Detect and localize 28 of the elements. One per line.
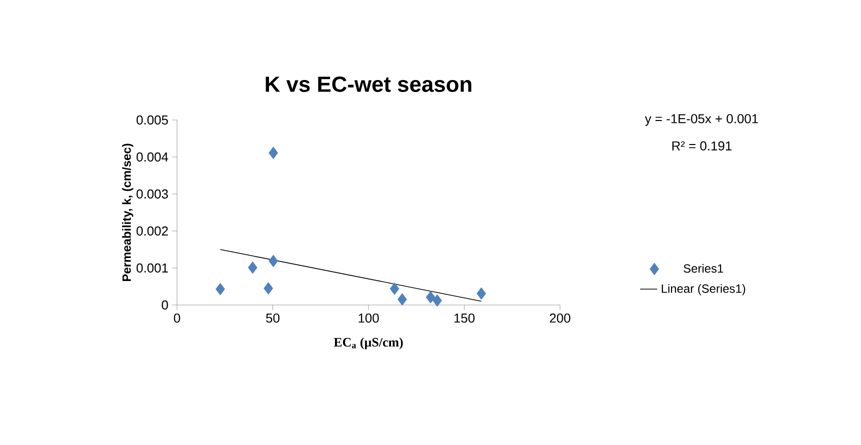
text: y = -1E-05x + 0.001 (644, 114, 758, 126)
x-tick-label: 100 (358, 314, 379, 323)
legend-label: Linear (Series1) (662, 284, 746, 296)
point (476, 287, 486, 300)
x-tick-label: 50 (266, 314, 280, 323)
point (248, 261, 258, 274)
point (398, 293, 407, 306)
y-tick-label: 0.001 (136, 263, 168, 273)
point (268, 146, 278, 160)
x-axis-title: EC$_{a}$ (µS/cm) (334, 338, 403, 350)
chart-title: K vs EC-wet season (266, 76, 472, 92)
x-tick-label: 200 (550, 314, 570, 323)
x-tick-label: 0 (174, 314, 180, 323)
y-tick-label: 0.004 (136, 152, 168, 162)
y-axis-title: Permeability, k, (cm/sec) (122, 144, 134, 282)
y-tick-label: 0 (162, 300, 168, 310)
point (390, 282, 400, 295)
point (432, 294, 442, 307)
legend-label: Series1 (684, 264, 724, 273)
y-tick-label: 0.005 (136, 115, 168, 125)
point (268, 254, 278, 268)
x-tick-label: 150 (454, 314, 475, 323)
point (264, 282, 274, 295)
text: R² = 0.191 (672, 141, 732, 150)
point (426, 291, 436, 304)
y-tick-label: 0.002 (136, 226, 168, 236)
point (216, 282, 225, 296)
y-tick-label: 0.003 (136, 189, 168, 199)
